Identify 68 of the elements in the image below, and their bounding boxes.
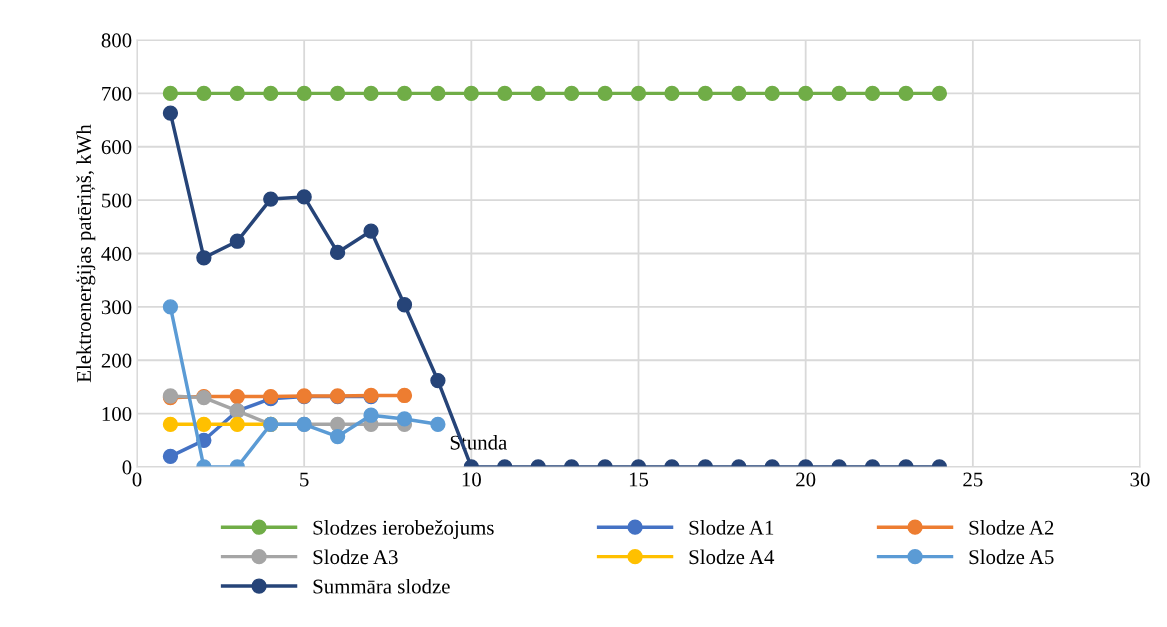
x-tick-label: 25: [963, 472, 983, 487]
y-tick-label: 200: [101, 353, 132, 368]
y-tick-label: 0: [122, 460, 132, 475]
legend-label: Slodze A1: [689, 520, 774, 535]
point: [396, 411, 413, 427]
point: [798, 85, 814, 102]
point: [563, 85, 580, 102]
point: [162, 85, 179, 102]
point: [430, 85, 446, 102]
point: [296, 189, 312, 205]
y-tick-label: 700: [102, 86, 132, 101]
legend-label: Slodze A5: [969, 549, 1054, 565]
x-tick-label: 5: [300, 472, 309, 487]
point: [196, 416, 212, 432]
point: [931, 85, 948, 102]
point: [329, 428, 346, 445]
point: [296, 85, 312, 102]
y-tick-label: 600: [101, 140, 132, 155]
point: [196, 85, 212, 102]
point: [162, 299, 179, 315]
point: [731, 85, 747, 102]
point: [396, 85, 413, 102]
y-tick-label: 400: [101, 246, 132, 261]
legend-label: Summāra slodze: [313, 578, 450, 594]
x-tick-label: 0: [132, 472, 142, 487]
y-tick-label: 300: [101, 300, 132, 315]
point: [363, 85, 379, 102]
y-axis-title: Elektroenerģijas patēriņš, kWh: [75, 124, 96, 383]
y-tick-label: 100: [102, 407, 132, 422]
x-tick-label: 30: [1130, 472, 1150, 487]
point: [162, 105, 179, 121]
point: [229, 416, 245, 432]
legend-label: Slodze A3: [313, 549, 398, 565]
legend-label: Slodze A2: [969, 520, 1054, 535]
y-tick-label: 800: [101, 33, 132, 48]
point: [329, 85, 346, 102]
point: [764, 85, 780, 102]
point: [396, 387, 413, 404]
x-tick-label: 20: [796, 472, 816, 487]
legend-label: Slodze A4: [689, 549, 775, 565]
legend-label: Slodzes ierobežojums: [313, 520, 494, 539]
point: [263, 85, 279, 102]
point: [229, 388, 245, 405]
point: [463, 85, 479, 102]
point: [697, 85, 714, 102]
point: [229, 85, 245, 102]
point: [263, 191, 279, 207]
point: [597, 85, 613, 102]
point: [664, 85, 680, 102]
point: [497, 85, 513, 102]
point: [363, 407, 379, 423]
point: [196, 250, 212, 266]
point: [864, 85, 881, 102]
x-tick-label: 15: [629, 472, 649, 487]
point: [430, 416, 446, 432]
point: [363, 223, 379, 239]
point: [396, 297, 413, 313]
point: [229, 233, 245, 249]
point: [162, 416, 179, 432]
point: [430, 372, 446, 389]
y-tick-label: 500: [102, 193, 132, 208]
point: [162, 448, 179, 464]
point: [329, 244, 346, 261]
point: [898, 85, 914, 102]
point: [831, 85, 847, 102]
point: [630, 85, 647, 102]
x-tick-label: 10: [462, 472, 481, 487]
point: [530, 85, 546, 102]
